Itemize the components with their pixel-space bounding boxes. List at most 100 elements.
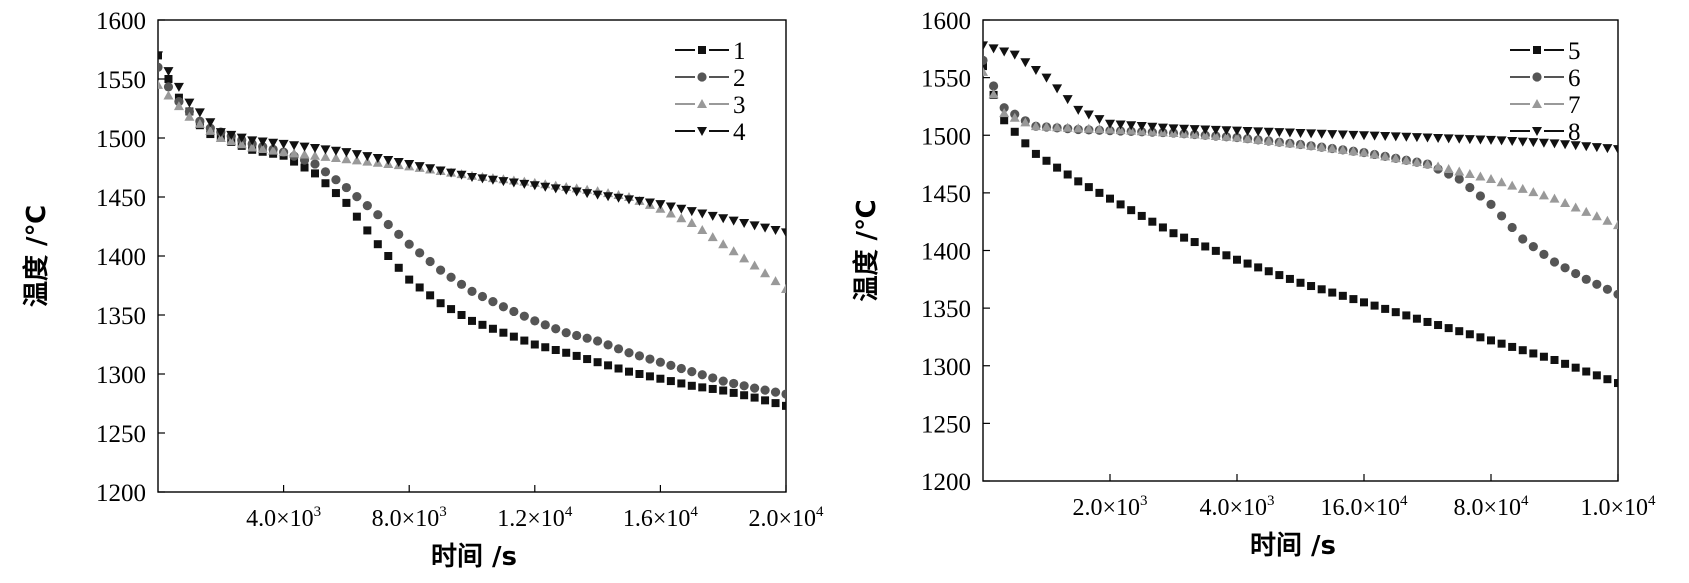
y-tick-label: 1200 — [96, 480, 146, 507]
series-2-point — [666, 360, 676, 370]
series-4-point — [760, 223, 771, 233]
plot-frame — [157, 19, 787, 493]
series-5-point — [1233, 255, 1241, 264]
series-5-point — [1328, 288, 1337, 297]
series-4-point — [310, 144, 320, 154]
series-8-point — [1179, 124, 1190, 134]
x-tick-label: 8.0×103 — [372, 504, 447, 532]
series-8-point — [1390, 132, 1401, 142]
series-6-point — [1549, 257, 1560, 267]
series-4-point — [236, 133, 247, 143]
series-2-point — [352, 192, 362, 202]
series-3-point — [205, 125, 216, 135]
series-4-point — [665, 202, 676, 212]
series-7-point — [1295, 139, 1306, 149]
series-4-point — [624, 195, 634, 205]
series-8-point — [1538, 138, 1549, 148]
series-3-point — [330, 153, 341, 163]
series-4-point — [781, 228, 786, 238]
series-1-point — [761, 396, 770, 405]
series-7-point — [1401, 155, 1412, 165]
y-axis-title: 温度 /℃ — [851, 199, 882, 301]
legend-marker — [697, 72, 707, 82]
series-4-point — [529, 181, 540, 191]
series-8 — [983, 41, 1618, 155]
y-tick-label: 1550 — [96, 67, 146, 94]
series-1-point — [352, 212, 361, 221]
series-5-point — [1508, 342, 1517, 351]
chart-1: 1200 1250 1300 1350 1400 1450 1500 1550 1600 4.0×… — [21, 8, 824, 572]
series-2-point — [750, 383, 760, 393]
series-5-point — [1127, 206, 1136, 215]
series-5-point — [1614, 379, 1618, 388]
x-tick-label: 8.0×104 — [1453, 493, 1529, 521]
series-2-point — [781, 389, 786, 399]
series-7-point — [1464, 169, 1475, 179]
series-4-point — [550, 184, 561, 194]
series-7-point — [983, 66, 988, 76]
series-8-point — [1496, 136, 1507, 146]
series-5-point — [1307, 282, 1316, 291]
series-2-point — [331, 175, 341, 185]
series-7-point — [1073, 123, 1084, 133]
series-4-point — [194, 108, 205, 118]
series-3-point — [163, 90, 174, 100]
series-7-point — [1263, 136, 1274, 146]
chart-2: 1200 1250 1300 1350 1400 1450 1500 1550 1600 2.0×… — [851, 8, 1656, 561]
series-7 — [983, 66, 1618, 230]
series-7-point — [1422, 159, 1433, 169]
series-4-point — [707, 211, 718, 221]
series-4-point — [477, 174, 488, 184]
series-1-point — [478, 320, 487, 329]
x-axis-title: 时间 /s — [1250, 531, 1336, 561]
series-1-point — [164, 75, 173, 83]
series-4-point — [676, 204, 687, 214]
series-5-point — [1412, 314, 1421, 323]
series-2-point — [645, 354, 655, 364]
series-5-point — [1148, 217, 1157, 226]
series-3-point — [184, 111, 195, 121]
series-4-point — [372, 154, 383, 164]
series-8-point — [1126, 121, 1137, 131]
series-8-point — [1475, 135, 1486, 145]
legend-marker — [1532, 99, 1542, 108]
series-2-point — [708, 373, 718, 383]
series-4-point — [173, 82, 184, 92]
series-4-point — [362, 152, 373, 162]
series-4-point — [613, 193, 624, 203]
series-5-point — [1391, 308, 1400, 317]
series-7-point — [1528, 187, 1539, 197]
series-4-point — [718, 214, 729, 224]
series-7-point — [1083, 123, 1094, 133]
series-2-point — [687, 367, 697, 377]
y-tick-label: 1500 — [96, 126, 146, 153]
series-4-point — [247, 136, 258, 146]
series-5-point — [1264, 267, 1273, 276]
series-7-point — [1306, 140, 1317, 150]
series-5-point — [1031, 149, 1040, 158]
series-2-point — [488, 297, 498, 307]
series-2-point — [519, 311, 529, 321]
series-6-point — [1539, 249, 1549, 259]
series-7-point — [1560, 198, 1571, 208]
series-8-point — [1570, 141, 1581, 151]
series-2-point — [551, 324, 561, 334]
series-8-point — [1295, 128, 1306, 138]
series-8-point — [1316, 129, 1327, 139]
x-tick-label: 1.2×104 — [497, 504, 573, 532]
series-7-point — [1570, 202, 1581, 212]
series-2-point — [310, 159, 320, 169]
series-2-point — [383, 219, 393, 230]
series-3 — [158, 79, 786, 294]
x-tick-label: 16.0×104 — [1320, 493, 1408, 521]
series-1-point — [666, 377, 675, 386]
series-5-point — [1476, 333, 1485, 342]
series-7-point — [1009, 112, 1020, 122]
series-4-point — [330, 146, 341, 156]
series-4-point — [644, 198, 655, 208]
series-7-point — [1359, 147, 1369, 157]
series-1-point — [457, 311, 466, 319]
series-7-point — [1369, 149, 1380, 159]
series-4-point — [278, 139, 289, 149]
series-5-point — [1539, 352, 1548, 361]
